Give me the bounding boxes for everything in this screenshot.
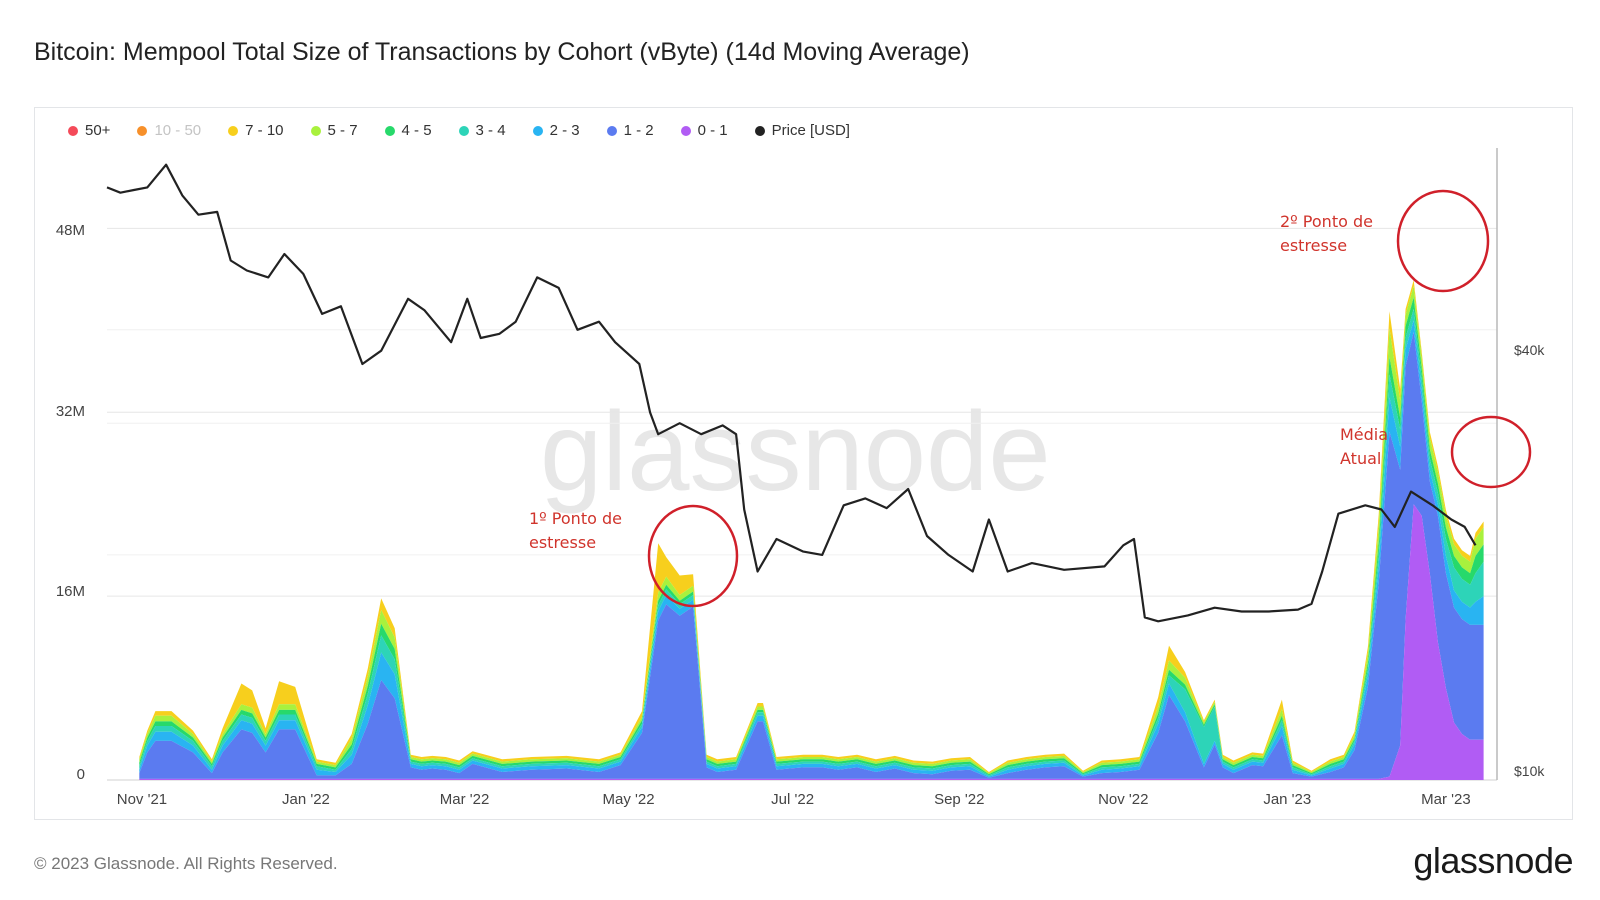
legend-label: 7 - 10: [245, 122, 284, 139]
glassnode-logo[interactable]: glassnode: [1413, 840, 1573, 881]
legend-label: 4 - 5: [401, 122, 432, 139]
chart-title: Bitcoin: Mempool Total Size of Transacti…: [34, 38, 970, 66]
chart-panel: [34, 107, 1573, 820]
legend-item-price[interactable]: Price [USD]: [754, 122, 850, 139]
chart-legend: 50+ 10 - 50 7 - 10 5 - 7 4 - 5 3 - 4 2 -…: [68, 122, 877, 139]
legend-label: Price [USD]: [771, 122, 850, 139]
x-tick-label: Sep '22: [934, 791, 984, 808]
y-tick-label: 16M: [56, 583, 85, 600]
legend-label: 10 - 50: [154, 122, 202, 139]
annotation-circle: [647, 504, 739, 608]
price-line: [106, 163, 1477, 623]
annotation-current-average: Média Atual: [1340, 415, 1532, 489]
legend-swatch: [606, 125, 617, 136]
y-right-tick-label: $10k: [1514, 763, 1545, 779]
annotation-stress-1: 1º Ponto de estresse: [529, 504, 739, 608]
legend-label: 0 - 1: [697, 122, 728, 139]
legend-item-0-1[interactable]: 0 - 1: [680, 122, 728, 139]
legend-swatch: [68, 125, 78, 136]
y-tick-label: 32M: [56, 403, 85, 420]
legend-swatch: [532, 125, 543, 136]
legend-swatch: [228, 125, 239, 136]
footer-copyright: © 2023 Glassnode. All Rights Reserved.: [34, 854, 338, 873]
x-tick-label: Jan '22: [282, 791, 330, 808]
annotation-text: Atual: [1340, 449, 1381, 468]
annotation-text: 1º Ponto de: [529, 509, 622, 528]
y-tick-label: 0: [77, 766, 85, 783]
legend-swatch: [680, 125, 691, 136]
watermark: glassnode: [540, 389, 1051, 514]
legend-label: 5 - 7: [327, 122, 358, 139]
annotation-stress-2: 2º Ponto de estresse: [1280, 189, 1490, 293]
legend-label: 2 - 3: [549, 122, 580, 139]
legend-swatch: [137, 125, 148, 136]
x-tick-label: Mar '22: [440, 791, 490, 808]
annotation-circle: [1450, 415, 1532, 489]
annotation-text: estresse: [1280, 236, 1347, 255]
legend-swatch: [754, 125, 765, 136]
legend-item-2-3[interactable]: 2 - 3: [532, 122, 580, 139]
legend-label: 50+: [85, 122, 111, 139]
legend-item-1-2[interactable]: 1 - 2: [606, 122, 654, 139]
x-axis: Nov '21 Jan '22 Mar '22 May '22 Jul '22 Sep '…: [117, 791, 1471, 808]
price-series: [106, 163, 1477, 623]
y-axis-left: 0 16M 32M 48M: [56, 222, 85, 783]
legend-item-4-5[interactable]: 4 - 5: [384, 122, 432, 139]
legend-item-50-plus[interactable]: 50+: [68, 122, 110, 139]
legend-item-3-4[interactable]: 3 - 4: [458, 122, 506, 139]
area-series-3-4: [139, 308, 1484, 777]
legend-swatch: [458, 125, 469, 136]
x-tick-label: Mar '23: [1421, 791, 1471, 808]
annotation-text: 2º Ponto de: [1280, 212, 1373, 231]
annotation-text: Média: [1340, 425, 1388, 444]
x-tick-label: Jul '22: [771, 791, 814, 808]
legend-item-10-50[interactable]: 10 - 50: [137, 122, 201, 139]
x-tick-label: May '22: [603, 791, 655, 808]
x-tick-label: Jan '23: [1263, 791, 1311, 808]
area-series-2-3: [139, 320, 1484, 778]
legend-item-7-10[interactable]: 7 - 10: [228, 122, 284, 139]
legend-item-5-7[interactable]: 5 - 7: [310, 122, 358, 139]
y-tick-label: 48M: [56, 222, 85, 239]
area-series-7-10: [139, 280, 1484, 774]
annotation-circle: [1396, 189, 1490, 293]
legend-swatch: [310, 125, 321, 136]
annotation-text: estresse: [529, 533, 596, 552]
x-tick-label: Nov '21: [117, 791, 167, 808]
y-right-tick-label: $40k: [1514, 342, 1545, 358]
legend-label: 3 - 4: [475, 122, 506, 139]
y-axis-right: $10k $40k: [1514, 342, 1545, 779]
x-tick-label: Nov '22: [1098, 791, 1148, 808]
legend-label: 1 - 2: [623, 122, 654, 139]
legend-swatch: [384, 125, 395, 136]
stacked-areas: [139, 280, 1484, 780]
